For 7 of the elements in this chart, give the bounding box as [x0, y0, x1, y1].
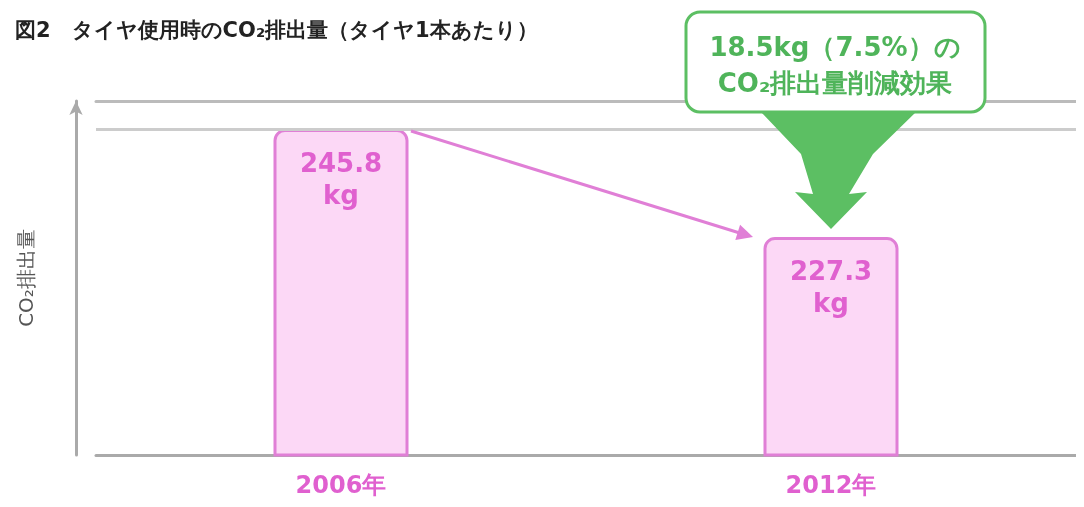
- data-label: 245.8 kg: [299, 148, 383, 211]
- chart-title: 図2 タイヤ使用時のCO₂排出量（タイヤ1本あたり）: [15, 17, 538, 42]
- x-tick-label: 2006年: [295, 471, 387, 499]
- y-axis-title: CO₂排出量: [14, 229, 38, 327]
- data-label: 227.3 kg: [789, 256, 873, 319]
- text: 18.5kg（7.5%）の CO₂排出量削減効果: [709, 31, 961, 98]
- x-tick-label: 2012年: [785, 471, 877, 499]
